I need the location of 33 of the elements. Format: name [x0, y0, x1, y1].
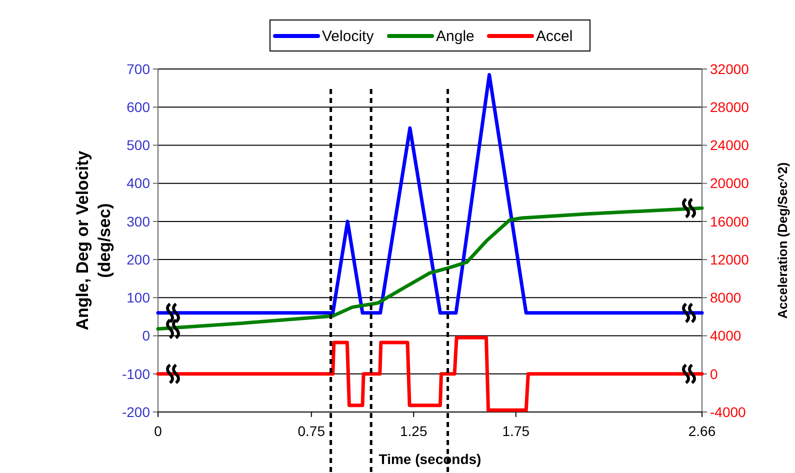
y2-tick-label: 32000: [710, 60, 750, 77]
legend-label: Accel: [536, 28, 573, 45]
y2-tick-label: 28000: [710, 99, 750, 116]
y-tick-label: -200: [122, 404, 150, 420]
y-tick-label: 0: [142, 328, 150, 344]
x-axis-title: Time (seconds): [378, 451, 482, 467]
y-tick-label: 600: [126, 99, 150, 116]
x-tick-label: 0.75: [298, 423, 326, 439]
y2-tick-label: 20000: [710, 175, 750, 192]
y-tick-label: 700: [126, 60, 150, 77]
y2-tick-label: 16000: [710, 213, 750, 230]
y2-tick-label: 8000: [710, 290, 742, 306]
line-series: [156, 72, 704, 315]
y-tick-label: -100: [122, 366, 150, 382]
y2-tick-label: -4000: [710, 404, 746, 420]
x-tick-label: 2.66: [688, 423, 716, 439]
y-axis-title: Angle, Deg or Velocity (deg/sec): [73, 150, 114, 330]
y2-axis-title: Acceleration (Deg/Sec^2): [775, 162, 790, 319]
legend-label: Velocity: [322, 28, 374, 45]
y2-tick-label: 24000: [710, 137, 750, 154]
line-series: [156, 206, 704, 331]
y-tick-label: 200: [126, 251, 150, 268]
legend-label: Angle: [436, 28, 474, 45]
y2-tick-label: 12000: [710, 251, 750, 268]
y2-tick-label: 0: [710, 366, 718, 382]
y-tick-label: 500: [126, 137, 150, 154]
x-tick-label: 0: [154, 423, 162, 439]
y-tick-label: 400: [126, 175, 150, 192]
y2-tick-label: 4000: [710, 328, 742, 344]
x-tick-label: 1.25: [400, 423, 428, 439]
x-tick-label: 1.75: [502, 423, 530, 439]
y-tick-label: 300: [126, 213, 150, 230]
y-tick-label: 100: [126, 290, 150, 306]
